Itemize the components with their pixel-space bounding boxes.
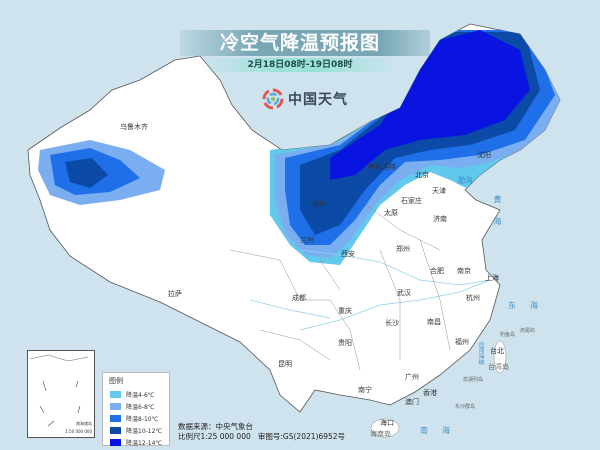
legend-swatch (110, 426, 121, 434)
legend-swatch (110, 402, 121, 410)
review-number: 审图号:GS(2021)6952号 (257, 432, 346, 441)
city-label: 兰州 (300, 236, 314, 244)
legend-swatch (110, 414, 121, 422)
legend-item: 降温4-6℃ (110, 388, 169, 400)
legend-item: 降温12-14℃ (110, 436, 169, 448)
city-label: 昆明 (278, 360, 292, 368)
map-scale: 比例尺1:25 000 000 (178, 432, 251, 441)
city-label: 呼和浩特 (368, 163, 396, 171)
city-label: 台北 (490, 347, 504, 355)
legend-item: 降温6-8℃ (110, 400, 169, 412)
legend-label: 降温8-10℃ (126, 415, 159, 423)
legend-swatch (110, 438, 121, 446)
taiwan-island (493, 340, 507, 374)
city-label: 天津 (432, 187, 446, 195)
city-label: 成都 (292, 294, 306, 302)
legend-label: 降温12-14℃ (126, 439, 163, 447)
city-label: 南昌 (427, 318, 441, 326)
city-label: 贵阳 (338, 339, 352, 347)
place-label: 东沙群岛 (455, 404, 476, 410)
city-label: 武汉 (397, 289, 411, 297)
city-label: 澳门 (405, 398, 419, 406)
city-label: 重庆 (338, 307, 352, 315)
legend-item: 降温8-10℃ (110, 412, 169, 424)
city-label: 石家庄 (401, 197, 422, 205)
city-label: 海口 (380, 419, 394, 427)
sea-label: 台湾海峡 (477, 341, 484, 365)
sea-label: 渤海 (457, 176, 473, 185)
city-label: 北京 (415, 171, 429, 179)
city-label: 拉萨 (168, 290, 182, 298)
city-label: 长沙 (385, 319, 399, 327)
cooling-zone-xinjiang-core (65, 158, 108, 188)
subtitle-band (200, 58, 400, 72)
legend: 图例 降温4-6℃ 降温6-8℃ 降温8-10℃ 降温10-12℃ 降温12-1… (102, 372, 170, 448)
legend-label: 降温4-6℃ (126, 391, 155, 399)
legend-label: 降温10-12℃ (126, 427, 163, 435)
cooling-zone-12-14 (330, 30, 530, 180)
data-source: 数据来源：中央气象台 (178, 422, 253, 431)
city-label: 郑州 (396, 245, 410, 253)
inset-scale: 1:50 000 000 (65, 429, 92, 434)
brand-logo: 中国天气 (262, 88, 348, 110)
brand-name: 中国天气 (288, 92, 348, 108)
page-title: 冷空气降温预报图 (219, 32, 380, 54)
city-label: 沈阳 (477, 151, 491, 159)
legend-item: 降温10-12℃ (110, 424, 169, 436)
city-label: 济南 (433, 215, 447, 223)
city-label: 福州 (455, 338, 469, 346)
forecast-period: 2月18日08时-19日08时 (247, 60, 353, 70)
swirl-logo-icon (262, 88, 284, 110)
place-label: 赤尾屿 (520, 328, 536, 334)
city-label: 南京 (457, 267, 471, 275)
city-label: 合肥 (430, 267, 444, 275)
place-label: 澎湖列岛 (463, 377, 484, 383)
city-label: 上海 (485, 274, 499, 282)
province-borders (229, 199, 451, 371)
title-band (180, 30, 430, 56)
place-label: 海南岛 (370, 430, 391, 438)
city-label: 太原 (384, 209, 398, 217)
footer-info: 数据来源：中央气象台 比例尺1:25 000 000 审图号:GS(2021)6… (178, 422, 345, 442)
sea-label: 南海 (420, 426, 464, 435)
city-label: 南宁 (358, 386, 372, 394)
city-label: 香港 (423, 389, 437, 397)
city-label: 乌鲁木齐 (120, 123, 148, 131)
city-label: 广州 (405, 373, 419, 381)
hainan-island (370, 418, 400, 438)
place-label: 钓鱼岛 (500, 332, 516, 338)
city-label: 西安 (341, 250, 355, 258)
legend-label: 降温6-8℃ (126, 403, 155, 411)
sea-label: 黄海 (493, 195, 502, 239)
city-label: 银川 (312, 200, 326, 208)
south-china-sea-inset: 南海诸岛 1:50 000 000 (27, 350, 95, 438)
inset-map (29, 354, 89, 427)
legend-swatch (110, 390, 121, 398)
city-label: 杭州 (466, 294, 480, 302)
place-label: 台湾岛 (488, 363, 509, 371)
legend-title: 图例 (109, 377, 123, 385)
sea-label: 东海 (508, 301, 552, 310)
inset-label: 南海诸岛 (76, 421, 92, 426)
